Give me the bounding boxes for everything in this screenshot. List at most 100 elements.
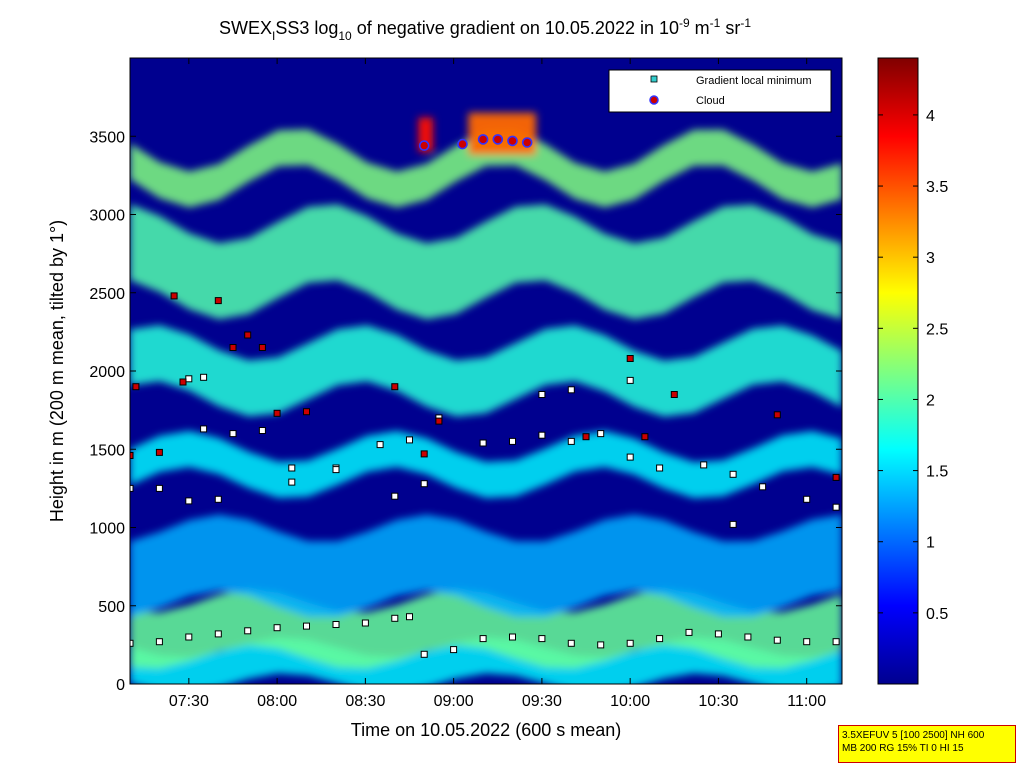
gradient-minimum-marker-red — [626, 355, 634, 362]
x-tick-label: 09:30 — [522, 693, 562, 710]
gradient-minimum-marker-red — [420, 450, 428, 458]
gradient-minimum-marker — [773, 636, 781, 644]
gradient-minimum-marker-red — [303, 408, 310, 416]
colorbar-tick-label: 3 — [926, 250, 935, 267]
gradient-minimum-marker — [803, 495, 811, 503]
x-tick-label: 10:00 — [610, 693, 650, 710]
gradient-minimum-marker — [185, 497, 193, 505]
y-tick-label: 0 — [116, 677, 125, 694]
gradient-minimum-marker — [332, 621, 340, 628]
colorbar-tick-label: 2.5 — [926, 321, 948, 338]
colorbar-tick-label: 2 — [926, 392, 935, 409]
gradient-minimum-marker — [155, 638, 163, 646]
gradient-minimum-marker — [538, 431, 546, 439]
cloud-marker — [521, 137, 533, 148]
gradient-minimum-marker-red — [170, 292, 178, 300]
legend: Gradient local minimum Cloud — [608, 69, 832, 113]
gradient-minimum-marker-red — [258, 344, 266, 351]
gradient-minimum-marker — [597, 430, 605, 438]
gradient-minimum-marker — [406, 613, 413, 621]
gradient-minimum-marker — [130, 484, 134, 492]
legend-label-gradient-minimum: Gradient local minimum — [696, 75, 812, 87]
gradient-minimum-marker-red — [670, 391, 678, 398]
parameter-box: 3.5XEFUV 5 [100 2500] NH 600 MB 200 RG 1… — [838, 725, 1016, 763]
gradient-minimum-marker-red — [391, 383, 399, 391]
heatmap-band — [130, 204, 842, 320]
legend-box — [608, 69, 832, 113]
gradient-minimum-marker — [185, 375, 193, 383]
colorbar-tick-label: 1.5 — [926, 464, 948, 481]
gradient-minimum-marker — [420, 650, 428, 658]
gradient-minimum-marker — [214, 630, 222, 638]
y-axis: 0 500 1000 1500 2000 2500 3000 3500 — [89, 129, 842, 694]
gradient-minimum-marker — [420, 480, 428, 488]
gradient-minimum-marker-red — [641, 433, 649, 441]
gradient-minimum-marker — [479, 439, 487, 447]
gradient-minimum-marker-red — [155, 448, 163, 456]
gradient-minimum-marker — [538, 391, 546, 398]
gradient-minimum-marker — [361, 619, 369, 627]
gradient-minimum-marker — [185, 633, 193, 641]
x-tick-label: 10:30 — [698, 693, 738, 710]
x-tick-label: 11:00 — [787, 693, 826, 710]
chart-title: SWEXISS3 log10 of negative gradient on 1… — [219, 16, 751, 43]
gradient-minimum-marker — [729, 520, 737, 528]
cloud-marker — [507, 135, 518, 147]
gradient-minimum-marker — [567, 437, 575, 445]
gradient-minimum-marker — [130, 639, 134, 647]
gradient-minimum-marker — [200, 373, 208, 381]
gradient-minimum-marker — [479, 635, 487, 643]
gradient-minimum-marker — [714, 630, 722, 638]
gradient-minimum-marker-red — [130, 452, 134, 459]
gradient-minimum-marker — [685, 628, 693, 636]
cloud-signal — [468, 112, 537, 156]
gradient-minimum-marker-red — [273, 409, 281, 417]
gradient-minimum-marker-red — [214, 297, 222, 305]
gradient-minimum-marker — [832, 503, 840, 511]
gradient-minimum-marker-red — [179, 378, 187, 386]
gradient-minimum-marker — [200, 425, 208, 433]
heatmap-band — [130, 325, 842, 417]
gradient-minimum-marker — [597, 641, 605, 649]
gradient-minimum-marker — [700, 461, 708, 469]
cloud-marker — [418, 140, 430, 151]
heatmap-layers — [130, 112, 842, 684]
gradient-minimum-marker — [656, 635, 664, 643]
colorbar-ticks: 0.5 1 1.5 2 2.5 3 3.5 4 — [878, 108, 948, 623]
gradient-minimum-marker — [229, 430, 237, 438]
gradient-minimum-marker — [509, 633, 516, 641]
gradient-minimum-marker — [567, 639, 575, 647]
gradient-minimum-marker — [832, 638, 840, 646]
gradient-minimum-marker — [538, 635, 546, 643]
gradient-minimum-marker-red — [435, 417, 443, 425]
gradient-minimum-marker-red — [832, 473, 840, 481]
x-tick-label: 08:00 — [257, 693, 297, 710]
gradient-minimum-marker — [303, 622, 310, 630]
legend-label-cloud: Cloud — [696, 95, 725, 107]
colorbar-tick-label: 1 — [926, 535, 935, 552]
x-axis-label: Time on 10.05.2022 (600 s mean) — [351, 720, 622, 740]
gradient-minimum-marker — [729, 470, 737, 478]
cloud-marker — [492, 134, 504, 145]
gradient-minimum-marker — [214, 495, 222, 503]
gradient-minimum-marker-red — [229, 344, 237, 351]
cloud-marker — [477, 134, 489, 145]
y-tick-label: 3500 — [89, 129, 125, 146]
gradient-minimum-marker — [803, 638, 811, 646]
gradient-minimum-marker-red — [582, 433, 590, 441]
y-axis-label: Height in m (200 m mean, tilted by 1°) — [47, 220, 67, 522]
colorbar: 0.5 1 1.5 2 2.5 3 3.5 4 — [877, 57, 948, 685]
colorbar-tick-label: 3.5 — [926, 179, 948, 196]
gradient-minimum-marker — [273, 624, 281, 632]
gradient-minimum-marker — [406, 436, 413, 444]
legend-marker-gradient-minimum — [650, 75, 658, 83]
gradient-minimum-marker — [332, 466, 340, 474]
y-tick-label: 500 — [98, 599, 125, 616]
plot-area — [129, 57, 843, 685]
gradient-minimum-marker — [509, 437, 516, 445]
gradient-minimum-marker — [567, 386, 575, 394]
colorbar-gradient — [877, 57, 919, 685]
x-tick-label: 09:00 — [434, 693, 474, 710]
gradient-minimum-marker — [258, 427, 266, 434]
